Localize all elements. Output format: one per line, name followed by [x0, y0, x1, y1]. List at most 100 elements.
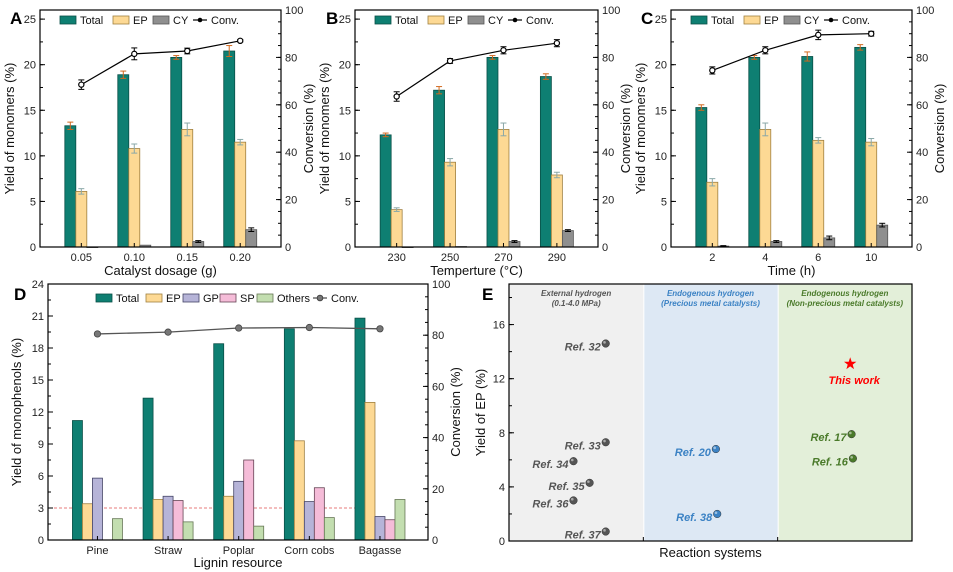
- panel-a-conv-line: [81, 40, 241, 86]
- panel-d-y-tick-label: 18: [32, 343, 44, 355]
- panel-d-y2-tick-label: 80: [432, 330, 444, 342]
- panel-e-data-point-highlight: [850, 455, 853, 459]
- panel-a-y2-tick-label: 80: [285, 52, 297, 64]
- panel-c-bar-total: [748, 57, 761, 248]
- panel-d-legend-label: GP: [203, 293, 219, 305]
- panel-b-x-axis-label: Temperture (°C): [430, 263, 523, 278]
- panel-a-x-axis-label: Catalyst dosage (g): [104, 263, 217, 278]
- panel-c-bar-ep: [865, 141, 878, 248]
- panel-d-x-tick-label: Straw: [154, 545, 182, 557]
- panel-e-y-tick-label: 4: [499, 482, 505, 494]
- panel-b-bar-total: [379, 134, 392, 248]
- panel-e-data-point-highlight: [603, 529, 606, 532]
- panel-a-conv-point: [237, 37, 244, 45]
- panel-b-y-tick-label: 20: [339, 60, 351, 72]
- panel-b-y-tick-label: 0: [345, 242, 351, 254]
- panel-d-bar-others: [394, 499, 406, 541]
- panel-a-legend-label: CY: [173, 15, 189, 27]
- panel-a-legend-swatch-total: [59, 15, 77, 25]
- panel-d-x-axis-label: Lignin resource: [194, 555, 283, 570]
- panel-b-conv-line: [396, 42, 557, 98]
- panel-b-bar-ep: [550, 174, 563, 248]
- panel-a-bar-ep: [75, 190, 88, 248]
- panel-d-bar-total: [283, 328, 295, 541]
- panel-b-conv-point: [500, 47, 507, 54]
- panel-d-legend-swatch-total: [95, 293, 113, 303]
- panel-c-y2-tick-label: 20: [916, 195, 928, 207]
- panel-a-y2-tick-label: 20: [285, 195, 297, 207]
- panel-a-legend-marker-conv: [197, 17, 203, 23]
- panel-e-data-point-highlight: [587, 480, 590, 483]
- panel-e-y-tick-label: 16: [493, 320, 505, 332]
- panel-a-y-axis-label: Yield of monomers (%): [2, 63, 17, 195]
- panel-a-plot-frame: [39, 9, 282, 248]
- panel-c-y2-tick-label: 40: [916, 147, 928, 159]
- panel-b-y2-tick-label: 40: [602, 147, 614, 159]
- panel-e-data-point: [569, 496, 578, 505]
- panel-d-y2-tick-label: 40: [432, 433, 444, 445]
- panel-d-bar-sp: [243, 459, 255, 541]
- panel-b-bar-cy: [561, 230, 574, 248]
- panel-b-conv-point: [446, 57, 454, 65]
- panel-c-conv-point: [762, 47, 769, 54]
- panel-e-point-label: Ref. 20: [675, 447, 712, 459]
- panel-e-point-label: This work: [829, 375, 881, 387]
- panel-d-legend-label: Conv.: [331, 293, 359, 305]
- panel-b-conv-point: [393, 93, 400, 100]
- panel-d-y-tick-label: 0: [38, 535, 44, 547]
- panel-b-bar-total: [433, 89, 445, 248]
- panel-e-point-label: Ref. 16: [812, 456, 849, 468]
- panel-d-conv-point: [164, 328, 172, 336]
- panel-e-group-subtitle: (0.1-4.0 MPa): [552, 299, 601, 308]
- panel-b-y2-tick-label: 60: [602, 100, 614, 112]
- panel-e-point-label: Ref. 34: [532, 459, 568, 471]
- panel-c-legend-swatch-ep: [743, 15, 761, 25]
- panel-d-y2-tick-label: 20: [432, 484, 444, 496]
- panel-e-data-point-highlight: [603, 439, 606, 443]
- panel-d-legend-marker-conv: [316, 294, 324, 302]
- panel-d-legend-label: SP: [240, 293, 255, 305]
- panel-a-x-tick-label: 0.10: [124, 252, 145, 264]
- panel-a-bar-ep: [128, 148, 141, 248]
- panel-c-x-tick-label: 6: [815, 252, 821, 264]
- panel-e-y-axis-label: Yield of EP (%): [473, 369, 488, 456]
- panel-d-x-tick-label: Pine: [86, 545, 108, 557]
- panel-c-x-tick-label: 2: [709, 252, 715, 264]
- panel-d-y-tick-label: 6: [38, 471, 44, 483]
- panel-c-y2-tick-label: 60: [916, 100, 928, 112]
- panel-a-y-tick-label: 25: [24, 14, 36, 26]
- panel-e-data-point: [585, 478, 594, 487]
- panel-d-y2-tick-label: 100: [432, 279, 450, 291]
- panel-d-bar-others: [112, 518, 123, 541]
- panel-b-x-tick-label: 290: [548, 252, 566, 264]
- panel-d-y-tick-label: 3: [38, 503, 44, 515]
- panel-a-bar-ep: [181, 129, 194, 248]
- panel-c-x-axis-label: Time (h): [768, 263, 816, 278]
- panel-a-y2-axis-label: Conversion (%): [301, 84, 316, 174]
- panel-c-letter: C: [641, 9, 653, 28]
- panel-c-bar-total: [854, 46, 867, 248]
- panel-c-y-axis-label: Yield of monomers (%): [633, 63, 648, 195]
- panel-e-data-point: [711, 444, 720, 454]
- panel-b-y-tick-label: 15: [339, 105, 351, 117]
- panel-a-y-tick-label: 15: [24, 105, 36, 117]
- panel-a-y2-tick-label: 0: [285, 242, 291, 254]
- panel-c-y-tick-label: 25: [655, 14, 667, 26]
- panel-a-y2-tick-label: 40: [285, 147, 297, 159]
- panel-e-y-tick-label: 8: [499, 428, 505, 440]
- panel-b-x-tick-label: 230: [387, 252, 405, 264]
- panel-e-this-work-star: [844, 357, 857, 370]
- panel-d-bar-ep: [152, 499, 164, 541]
- panel-c-y-tick-label: 0: [661, 242, 667, 254]
- panel-d-legend-swatch-gp: [182, 293, 200, 303]
- panel-a-bar-cy: [245, 229, 258, 248]
- panel-c-plot-frame: [670, 9, 913, 248]
- panel-e-group-title: Endogenous hydrogen: [667, 289, 754, 298]
- panel-e-group-title: External hydrogen: [541, 289, 611, 298]
- panel-a-letter: A: [10, 9, 22, 28]
- panel-b-legend-swatch-total: [374, 15, 392, 25]
- panel-d-bar-gp: [303, 501, 315, 541]
- panel-b-legend-swatch-ep: [427, 15, 445, 25]
- panel-a-y-tick-label: 10: [24, 151, 36, 163]
